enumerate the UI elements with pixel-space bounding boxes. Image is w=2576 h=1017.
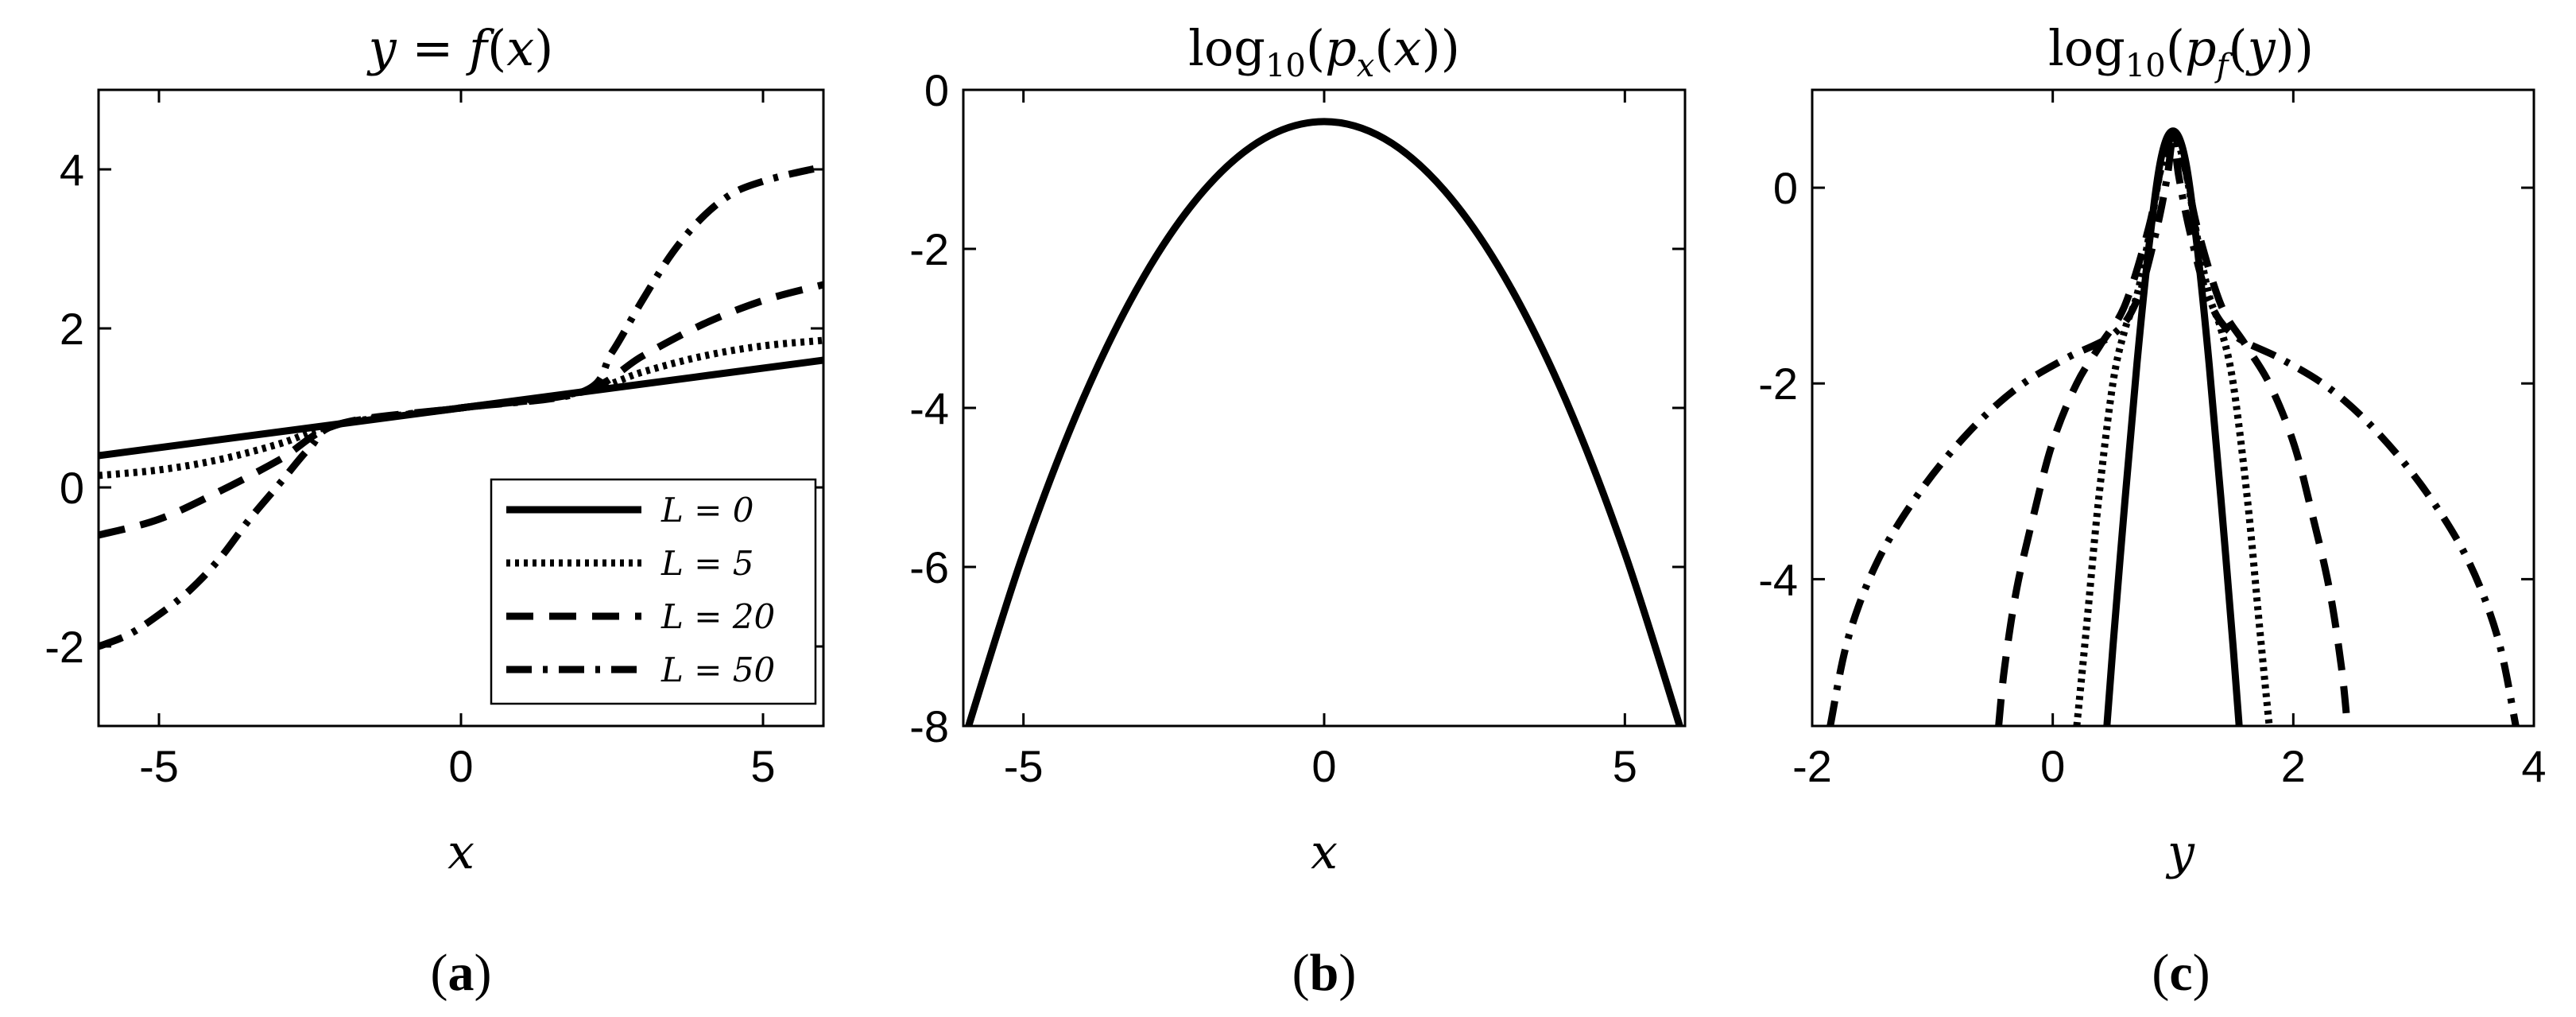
- panel-b-y-tick-label: -2: [909, 224, 949, 274]
- panel-c: log10(pf(y)) -2 0 2 4 -4 -2 0 y (c): [1758, 19, 2546, 1002]
- panel-c-series-solid-0: [2103, 127, 2243, 726]
- panel-c-series-dashdot-3: [1826, 135, 2520, 726]
- panel-c-x-axis-label: y: [2165, 825, 2195, 880]
- panel-c-y-tick-label: -4: [1758, 554, 1798, 604]
- panel-c-title: log10(pf(y)): [2048, 19, 2314, 84]
- panel-b-title: log10(px(x)): [1188, 19, 1460, 84]
- panel-a-curves: [99, 163, 823, 650]
- legend-label-l50: L = 50: [660, 650, 775, 689]
- panel-c-label: (c): [2152, 944, 2210, 1002]
- panel-a-series-dashdot-3: [99, 163, 823, 650]
- panel-c-ticks: -2 0 2 4 -4 -2 0: [1758, 90, 2547, 791]
- panel-a-y-tick-label: -2: [45, 622, 84, 672]
- panel-b-curves: [964, 118, 1684, 726]
- panel-a-ticks: -5 0 5 -2 0 2 4: [45, 90, 823, 791]
- panel-c-x-tick-label: 2: [2281, 741, 2306, 791]
- panel-a-x-axis-label: x: [447, 825, 475, 880]
- panel-a-x-tick-label: -5: [139, 741, 179, 791]
- panel-b-x-axis-label: x: [1311, 825, 1338, 880]
- panel-b-label: (b): [1292, 944, 1357, 1002]
- panel-a-label: (a): [431, 944, 492, 1002]
- panel-a-x-tick-label: 5: [750, 741, 775, 791]
- panel-b-series-solid-0: [964, 118, 1684, 726]
- panel-c-x-tick-label: 4: [2521, 741, 2546, 791]
- panel-b-x-tick-label: 5: [1613, 741, 1637, 791]
- panel-a: y = f(x) -5 0 5 -2 0 2 4 x (a) L = 0 L = 5 L =…: [45, 19, 825, 1002]
- panel-c-x-tick-label: 0: [2040, 741, 2065, 791]
- panel-a-title: y = f(x): [366, 19, 554, 77]
- panel-c-x-tick-label: -2: [1792, 741, 1832, 791]
- panel-b-x-tick-label: -5: [1004, 741, 1044, 791]
- legend-label-l0: L = 0: [660, 491, 754, 530]
- legend-label-l5: L = 5: [660, 544, 754, 583]
- panel-c-frame: [1811, 88, 2535, 728]
- panel-b-y-tick-label: -4: [909, 383, 949, 433]
- panel-c-curves: [1826, 127, 2520, 726]
- panel-b-x-tick-label: 0: [1311, 741, 1336, 791]
- panel-a-y-tick-label: 2: [60, 304, 84, 354]
- panel-c-y-tick-label: -2: [1758, 359, 1798, 409]
- legend-label-l20: L = 20: [660, 597, 775, 636]
- panel-a-y-tick-label: 4: [60, 145, 84, 195]
- panel-b-ticks: -5 0 5 -8 -6 -4 -2 0: [909, 65, 1685, 791]
- panel-b-y-tick-label: 0: [924, 65, 949, 115]
- panel-b-frame: [962, 88, 1687, 728]
- panel-b-y-tick-label: -8: [909, 701, 949, 751]
- panel-b: log10(px(x)) -5 0 5 -8 -6 -4 -2 0 x (b): [909, 19, 1687, 1002]
- panel-a-y-tick-label: 0: [60, 463, 84, 513]
- panel-c-y-tick-label: 0: [1773, 163, 1798, 213]
- panel-c-series-dashed-2: [1995, 133, 2351, 726]
- panel-a-x-tick-label: 0: [448, 741, 473, 791]
- panel-c-series-dotted-1: [2073, 130, 2273, 726]
- legend: L = 0 L = 5 L = 20 L = 50: [490, 478, 817, 705]
- panel-b-y-tick-label: -6: [909, 542, 949, 592]
